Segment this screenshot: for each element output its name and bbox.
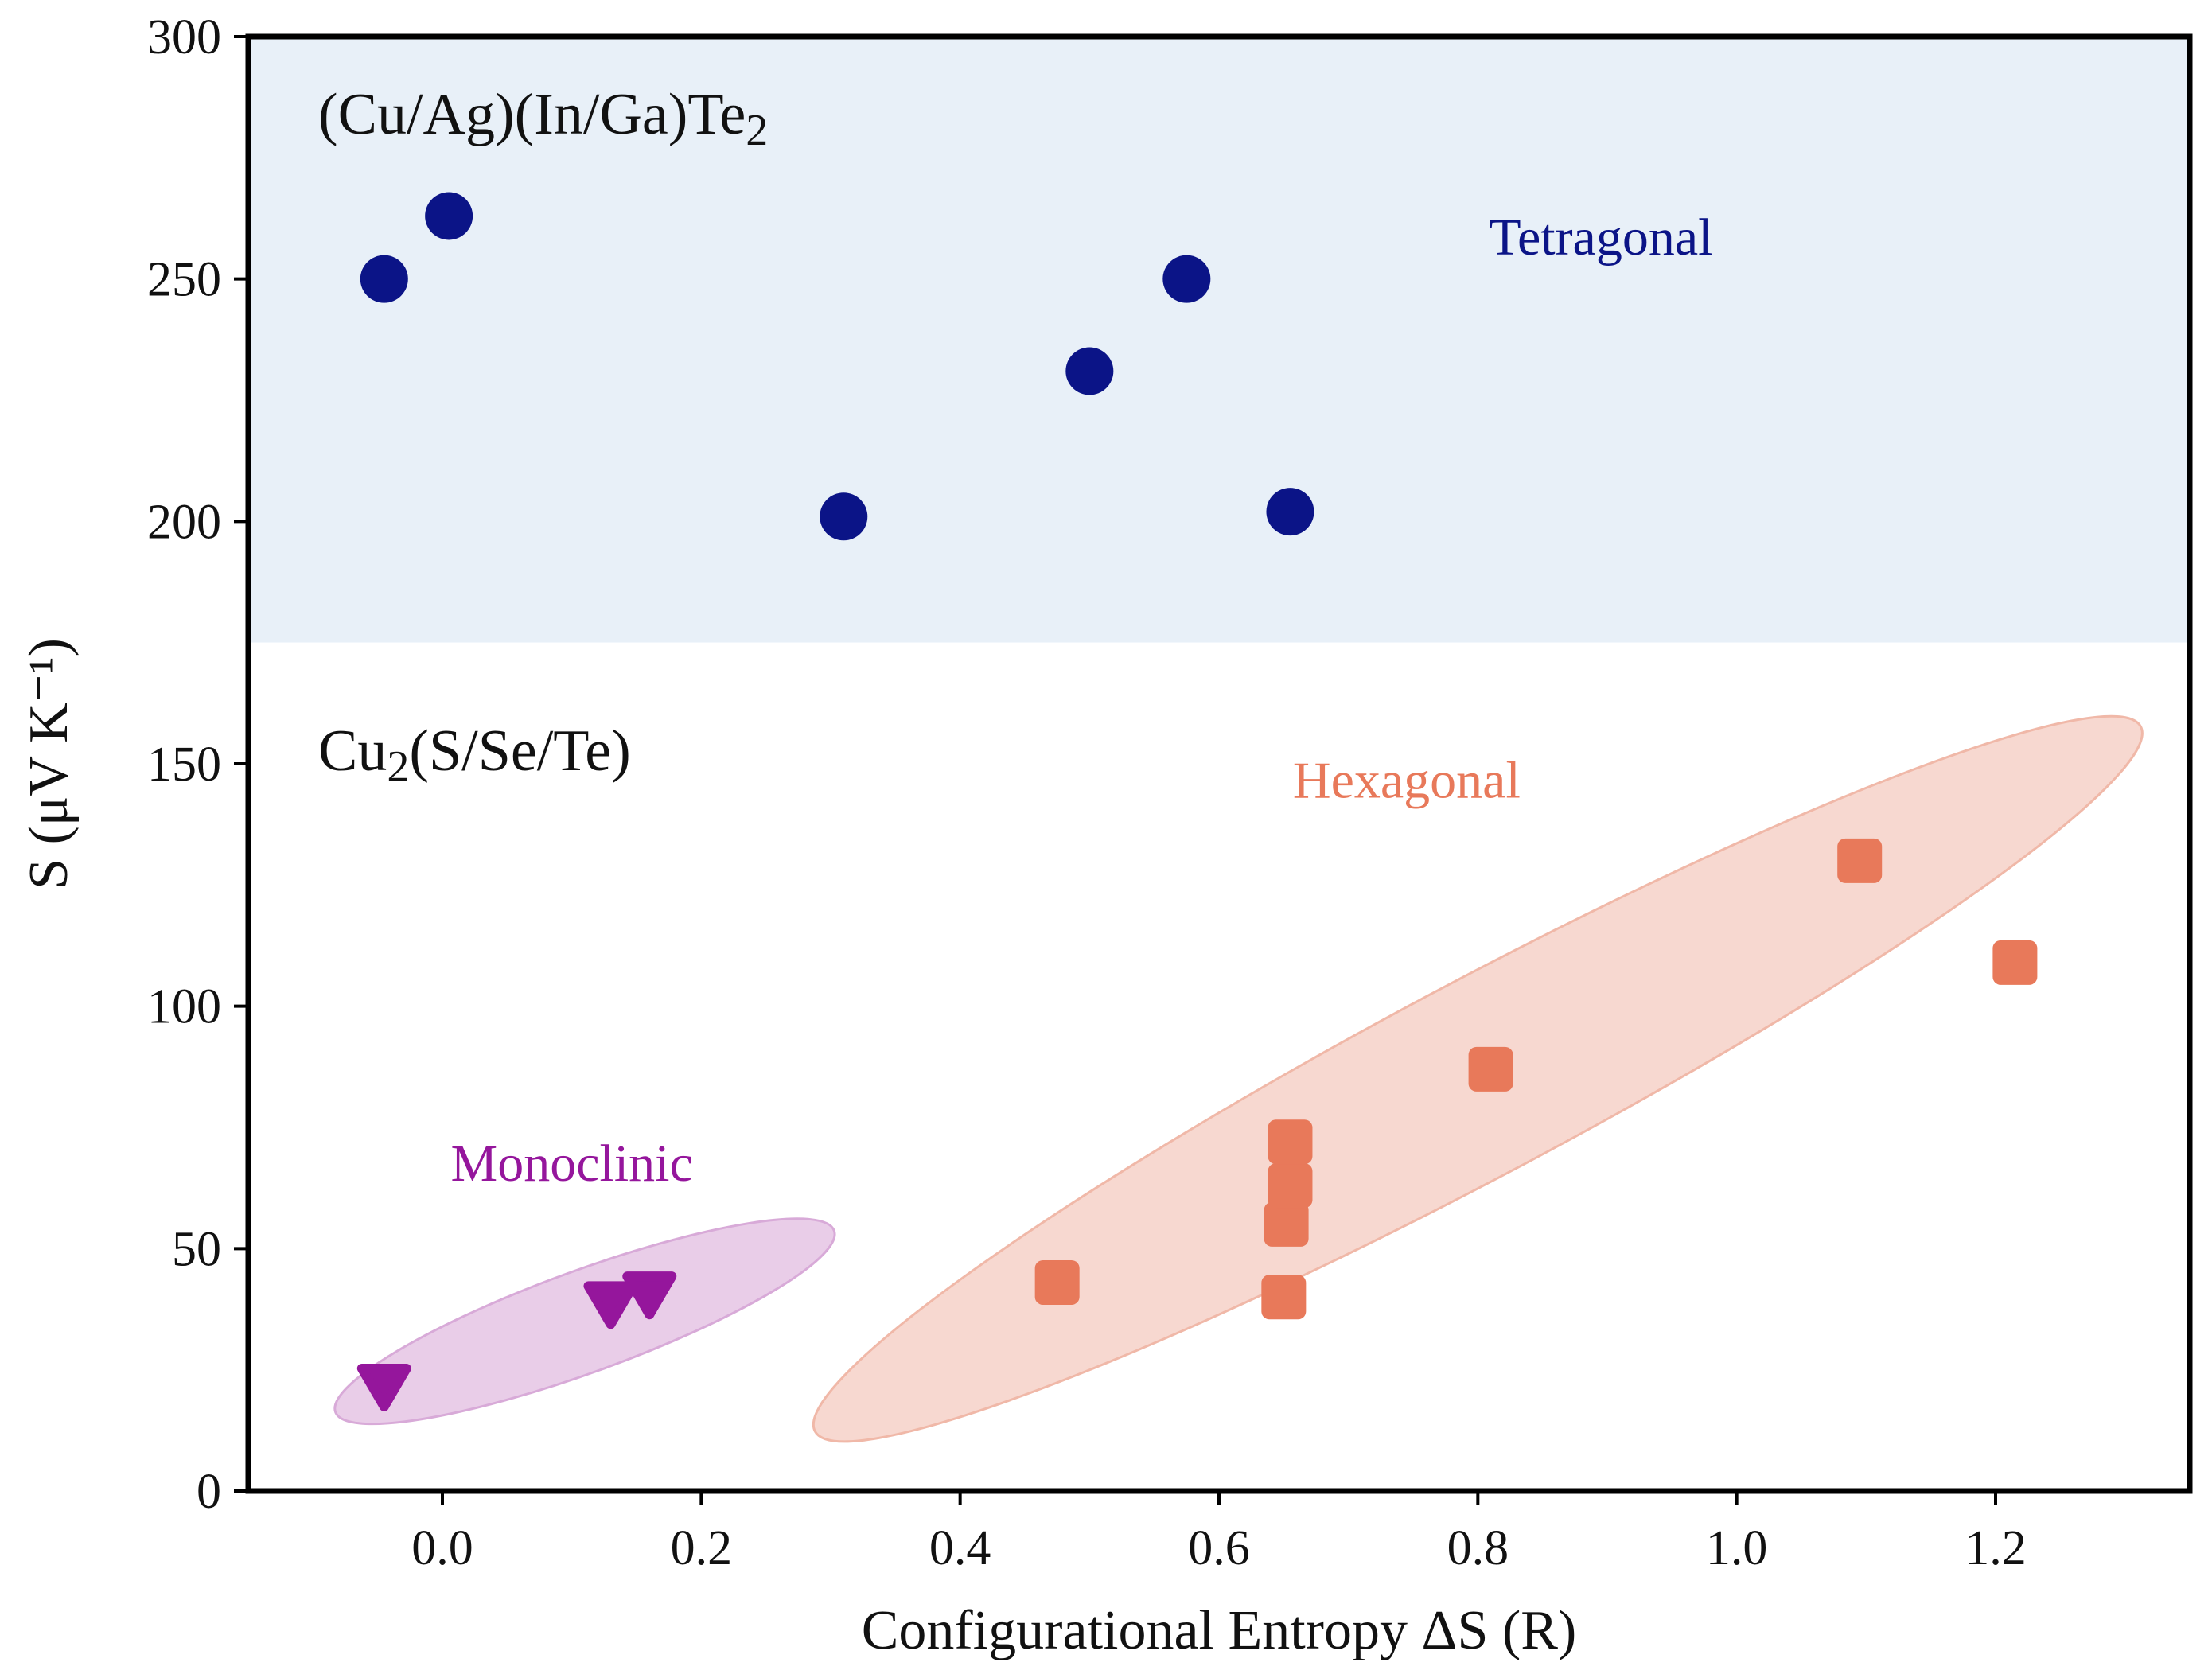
hexagonal-point [1264,1201,1309,1247]
region-label-cu2x-family: Cu2(S/Se/Te) [318,718,631,792]
region-label-bottom-suffix: (S/Se/Te) [409,718,630,784]
points-layer [356,192,2038,1411]
y-tick-label: 200 [147,495,221,549]
region-label-bottom-main: Cu [318,718,387,784]
x-axis-label: Configurational Entropy ΔS (R) [862,1600,1577,1661]
monoclinic-label: Monoclinic [451,1135,693,1193]
monoclinic-ellipse [333,1217,836,1426]
tetragonal-point [1162,255,1211,303]
x-tick-label: 0.0 [411,1521,473,1575]
tetragonal-point [820,492,868,541]
hexagonal-point [1992,940,2038,985]
y-tick-label: 150 [147,738,221,792]
hexagonal-point [1268,1163,1313,1209]
tetragonal-point [425,192,473,240]
x-tick-label: 0.8 [1447,1521,1509,1575]
hexagonal-point [1261,1275,1307,1320]
x-tick-label: 0.4 [929,1521,991,1575]
y-tick-label: 100 [147,980,221,1034]
hexagonal-point [1034,1259,1080,1305]
x-tick-label: 1.2 [1965,1521,2027,1575]
monoclinic-point [622,1271,677,1320]
hexagonal-label: Hexagonal [1293,752,1521,810]
tetragonal-point [1065,347,1114,395]
monoclinic-point [356,1363,411,1411]
y-tick-label: 250 [147,253,221,307]
monoclinic-point [583,1281,638,1329]
y-tick-label: 0 [197,1465,221,1519]
tetragonal-point [1266,488,1314,536]
y-tick-label: 50 [172,1222,221,1276]
axes-layer: 0.0 0.2 0.4 0.6 0.8 1.0 1.2 0 50 100 150 200 250 300 [147,10,2027,1575]
hexagonal-point [1268,1119,1313,1165]
x-tick-label: 0.6 [1188,1521,1250,1575]
region-label-bottom-subscript: 2 [387,742,409,792]
hexagonal-point [1837,838,1883,883]
tetragonal-point [360,255,408,303]
tetragonal-label: Tetragonal [1489,208,1712,267]
y-tick-label: 300 [147,10,221,64]
hexagonal-point [1468,1046,1513,1092]
region-label-top-subscript: 2 [746,106,768,155]
annotations-layer: (Cu/Ag)(In/Ga)Te2 Cu2(S/Se/Te) Tetragona… [318,82,1712,1193]
region-label-top-main: (Cu/Ag)(In/Ga)Te [318,82,746,147]
x-tick-label: 1.0 [1706,1521,1768,1575]
x-tick-label: 0.2 [671,1521,733,1575]
region-label-tetragonal-family: (Cu/Ag)(In/Ga)Te2 [318,82,768,155]
y-axis-label: S (μV K⁻¹) [18,638,80,890]
tetragonal-region [248,37,2190,643]
